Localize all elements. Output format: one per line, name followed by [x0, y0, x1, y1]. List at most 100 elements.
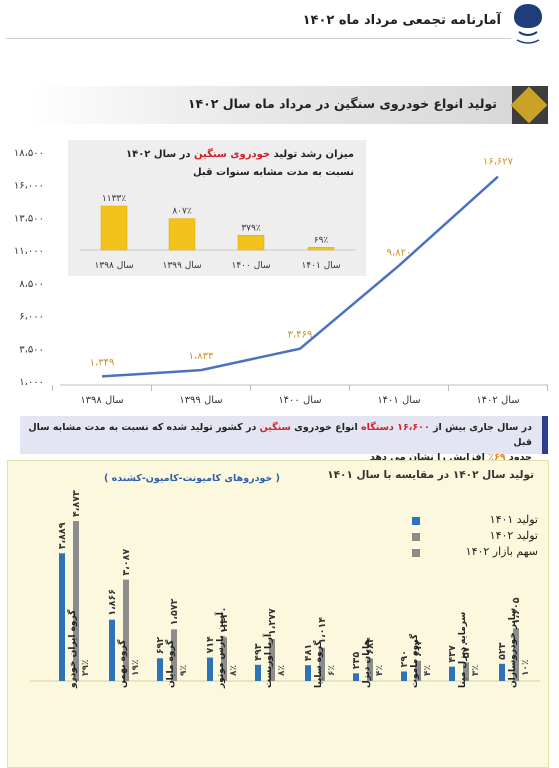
- y-tick-label: ۱۸،۵۰۰: [14, 148, 44, 159]
- info-t2: ۱۶،۶۰۰ دستگاه: [361, 422, 430, 433]
- company-label: گروه سایپا: [312, 640, 324, 688]
- info-t8: افزایش را نشان می دهد: [369, 452, 489, 463]
- market-share-label: ۶٪: [327, 665, 337, 676]
- company-label: آریا اوریست: [262, 633, 274, 688]
- ministry-logo: [514, 4, 542, 44]
- x-tick-label: سال ۱۳۹۸: [80, 395, 123, 406]
- y-tick-label: ۱۳،۵۰۰: [14, 213, 44, 224]
- data-label: ۱،۸۳۳: [189, 351, 214, 362]
- x-tick-label: سال ۱۴۰۱: [377, 395, 420, 406]
- inset-bar: [168, 218, 196, 251]
- info-t6: حدود: [505, 452, 532, 463]
- bar-1402-label: ۵۷۰: [461, 641, 472, 658]
- bar-1401-label: ۳،۸۸۹: [57, 522, 68, 549]
- company-label: سرمایه دیزل مینا: [458, 612, 468, 688]
- bar-1402: [221, 637, 227, 681]
- company-label: گروه ایران خودرو: [66, 609, 78, 689]
- bar-1402-label: ۴،۸۷۳: [71, 490, 82, 517]
- legend: تولید ۱۴۰۱ تولید ۱۴۰۲ سهم بازار ۱۴۰۲: [408, 513, 538, 561]
- bar-1402: [269, 639, 275, 681]
- growth-inset: میزان رشد تولید خودروی سنگین در سال ۱۴۰۲…: [68, 140, 366, 276]
- bar-1401: [109, 619, 115, 681]
- inset-category-label: سال ۱۴۰۰: [231, 261, 270, 271]
- y-tick-label: ۱،۰۰۰: [19, 377, 44, 388]
- inset-bar-label: ۳۷۹٪: [241, 223, 261, 233]
- bar-1402-label: ۶۸۴: [365, 637, 376, 655]
- info-text: در سال جاری بیش از ۱۶،۶۰۰ دستگاه انواع خ…: [22, 420, 532, 465]
- info-t5: در کشور تولید شده که نسبت به مدت مشابه س…: [28, 422, 532, 448]
- bar-1401: [449, 666, 455, 681]
- company-label: گروه ماموت: [408, 633, 420, 688]
- section-band: [28, 86, 548, 124]
- bar-1401: [305, 665, 311, 681]
- bar-1402-label: ۱،۶۰۵: [511, 597, 522, 624]
- data-label: ۳،۴۶۹: [288, 330, 313, 341]
- bar-1401: [59, 553, 65, 681]
- bar-1402-label: ۶۱۴: [413, 639, 424, 657]
- company-label: گروه مایان: [164, 639, 176, 688]
- legend-label-1401: تولید ۱۴۰۱: [489, 513, 538, 526]
- inset-bar-label: ۱۱۳۳٪: [102, 194, 126, 204]
- bar-1401-label: ۱،۸۶۶: [107, 589, 118, 616]
- bar-1401: [353, 673, 359, 681]
- inset-title-part-c: در سال ۱۴۰۲: [126, 149, 191, 160]
- y-tick-label: ۶،۰۰۰: [19, 312, 44, 323]
- inset-title-part-a: میزان رشد تولید: [273, 149, 354, 160]
- production-line-chart: ۱۸،۵۰۰ ۱۶،۰۰۰ ۱۳،۵۰۰ ۱۱،۰۰۰ ۸،۵۰۰ ۶،۰۰۰ ۳،۵۰۰ ۱…: [14, 148, 548, 406]
- y-tick-label: ۸،۵۰۰: [19, 279, 44, 290]
- bar-1402-label: ۳،۰۸۷: [121, 549, 132, 576]
- legend-item-1402: تولید ۱۴۰۲: [408, 529, 538, 545]
- bar-1402-label: ۱،۲۷۷: [267, 608, 278, 635]
- header-divider: [6, 38, 511, 39]
- y-tick-label: ۱۶،۰۰۰: [14, 181, 44, 192]
- legend-label-1402: تولید ۱۴۰۲: [489, 529, 538, 542]
- bar-1401-label: ۴۳۷: [447, 645, 458, 663]
- inset-category-label: سال ۱۳۹۹: [162, 261, 201, 271]
- bar-1401: [157, 658, 163, 681]
- bar-1401-label: ۴۹۳: [253, 643, 264, 661]
- page-title: آمارنامه تجمعی مرداد ماه ۱۴۰۲: [302, 13, 501, 28]
- bar-1402-label: ۱،۰۱۴: [317, 617, 328, 644]
- inset-category-label: سال ۱۴۰۱: [301, 261, 340, 271]
- section-title: تولید انواع خودروی سنگین در مرداد ماه سا…: [187, 96, 497, 111]
- legend-swatch-share: [412, 549, 420, 557]
- inset-category-label: سال ۱۳۹۸: [94, 261, 133, 271]
- bar-1402: [415, 660, 421, 681]
- data-label: ۱،۳۴۹: [90, 357, 115, 368]
- bar-1401: [207, 657, 213, 681]
- growth-bar-chart: ۱۱۳۳٪ سال ۱۳۹۸ ۸۰۷٪ سال ۱۳۹۹ ۳۷۹٪ سال ۱۴۰۰ ۶۹٪…: [80, 194, 356, 271]
- bar-1401-label: ۲۹۰: [399, 650, 410, 667]
- bar-1401-label: ۲۳۵: [351, 652, 362, 670]
- bar-1401: [499, 663, 505, 681]
- market-share-label: ۲۹٪: [81, 660, 91, 676]
- bottom-panel: تولید سال ۱۴۰۲ در مقایسه با سال ۱۴۰۱ ( خ…: [7, 460, 549, 768]
- company-label: هایان دیزل: [362, 639, 372, 688]
- bar-1401-label: ۴۸۱: [303, 644, 314, 661]
- bar-1401-label: ۷۱۴: [205, 636, 216, 654]
- bottom-title: تولید سال ۱۴۰۲ در مقایسه با سال ۱۴۰۱: [327, 469, 534, 481]
- market-share-label: ۱۰٪: [521, 660, 531, 676]
- market-share-label: ۸٪: [277, 665, 287, 676]
- inset-bar-label: ۶۹٪: [314, 235, 329, 245]
- bottom-subtitle: ( خودروهای کامیونت-کامیون-کشنده ): [104, 473, 280, 484]
- info-t3: انواع خودروی: [290, 422, 362, 433]
- bar-1402: [513, 628, 519, 681]
- inset-bar: [237, 235, 265, 251]
- bar-1401: [401, 671, 407, 681]
- info-t4: سنگین: [259, 422, 291, 433]
- bar-1401-label: ۵۲۳: [497, 642, 508, 660]
- data-label: ۱۶،۶۲۷: [483, 157, 514, 168]
- series-line: [101, 175, 499, 378]
- market-share-label: ۹٪: [179, 665, 189, 676]
- market-share-label: ۸٪: [229, 665, 239, 676]
- top-header: آمارنامه تجمعی مرداد ماه ۱۴۰۲: [0, 0, 559, 50]
- y-tick-label: ۳،۵۰۰: [19, 344, 44, 355]
- market-share-label: ۴٪: [423, 665, 433, 676]
- bar-1402: [367, 658, 373, 681]
- x-tick-label: سال ۱۴۰۲: [476, 395, 519, 406]
- info-t1: در سال جاری بیش از: [429, 422, 532, 433]
- bar-1402: [463, 662, 469, 681]
- info-t7: ۶۹٪: [488, 452, 506, 463]
- inset-bar: [100, 205, 128, 251]
